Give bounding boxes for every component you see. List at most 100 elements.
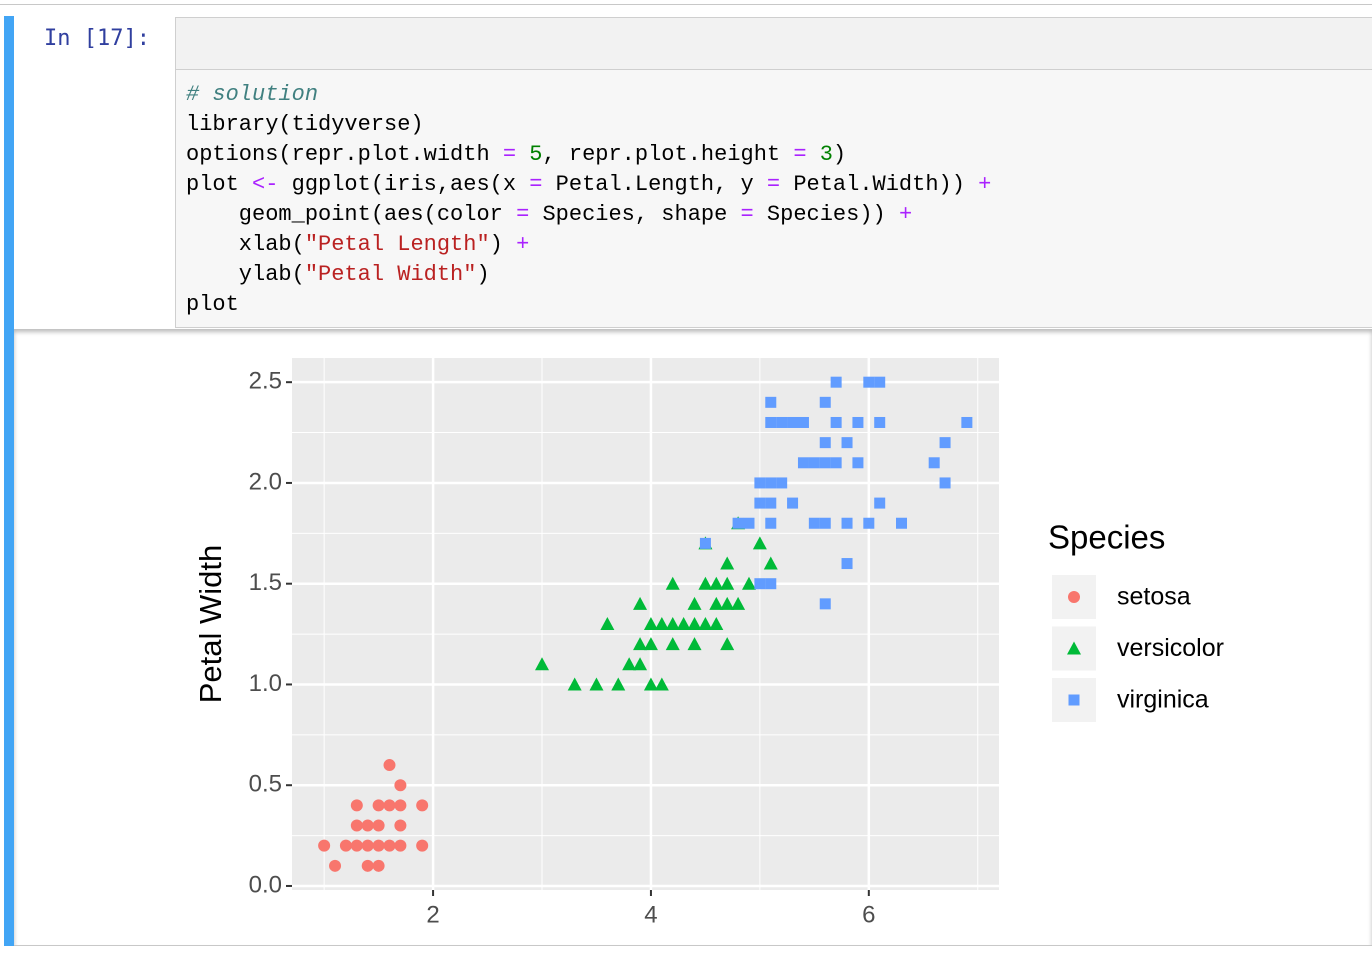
point (863, 517, 875, 529)
point (589, 677, 604, 691)
point (383, 839, 396, 852)
code-token: Species, shape (542, 202, 741, 227)
code-token: = (740, 202, 767, 227)
code-token: "Petal Length" (304, 232, 490, 257)
point (709, 596, 724, 610)
point (797, 457, 809, 469)
code-token: "Petal Width" (304, 262, 477, 287)
code-token: = (793, 142, 820, 167)
point (611, 677, 626, 691)
point (776, 416, 788, 428)
point (720, 596, 735, 610)
point (643, 617, 658, 630)
point (361, 839, 374, 852)
code-token: = (502, 142, 530, 167)
point (698, 617, 713, 630)
y-tick-label: 2.5 (249, 368, 282, 395)
cell-selection-bar (4, 16, 14, 946)
point (863, 376, 875, 388)
point (765, 416, 777, 428)
point (709, 576, 724, 590)
point (819, 437, 831, 449)
point (765, 477, 777, 489)
point (372, 799, 385, 812)
point (874, 376, 886, 388)
code-token: ylab( (186, 262, 305, 287)
point (765, 517, 777, 529)
point (567, 677, 582, 691)
code-token: + (978, 172, 992, 197)
code-line: ylab("Petal Width") (186, 260, 991, 290)
code-token: Species)) (766, 202, 899, 227)
y-axis-title: Petal Width (193, 545, 228, 704)
code-token: plot (186, 292, 239, 317)
point (808, 457, 820, 469)
point (687, 637, 702, 651)
point (852, 416, 864, 428)
code-token: library(tidyverse) (186, 112, 424, 137)
point (665, 637, 680, 651)
point (687, 596, 702, 610)
point (372, 839, 385, 852)
point (896, 517, 908, 529)
code-token: xlab( (186, 232, 305, 257)
point (654, 617, 669, 630)
point (622, 657, 637, 671)
code-token: + (516, 232, 530, 257)
code-token: options(repr.plot.width (186, 142, 503, 167)
plot-panel (292, 358, 999, 890)
code-line: xlab("Petal Length") + (186, 230, 991, 260)
legend-marker (1068, 591, 1080, 603)
code-token: plot (186, 172, 253, 197)
point (808, 517, 820, 529)
point (372, 859, 385, 872)
point (731, 596, 746, 610)
point (765, 578, 777, 590)
point (819, 396, 831, 408)
code-input[interactable]: # solution library(tidyverse) options(repr… (175, 17, 1372, 328)
point (350, 839, 363, 852)
code-token: Petal.Width)) (793, 172, 979, 197)
code-token: = (766, 172, 794, 197)
x-tick-label: 4 (644, 901, 657, 928)
point (797, 416, 809, 428)
code-token: ) (489, 232, 517, 257)
point (765, 497, 777, 509)
code-token: geom_point(aes(color (186, 202, 517, 227)
point (720, 637, 735, 651)
point (819, 598, 831, 610)
point (394, 839, 407, 852)
y-tick-label: 0.0 (249, 871, 282, 898)
point (732, 517, 744, 529)
x-tick-label: 6 (862, 901, 875, 928)
code-token: ggplot(iris,aes(x (291, 172, 530, 197)
code-token: <- (252, 172, 292, 197)
point (874, 416, 886, 428)
point (687, 617, 702, 630)
code-token: Petal.Length, y (555, 172, 767, 197)
point (372, 819, 385, 832)
point (633, 596, 648, 610)
point (830, 376, 842, 388)
point (350, 819, 363, 832)
point (841, 517, 853, 529)
point (720, 556, 735, 570)
point (939, 437, 951, 449)
code-token: + (898, 202, 913, 227)
point (763, 556, 778, 570)
point (698, 576, 713, 590)
code-token: , repr.plot.height (542, 142, 794, 167)
point (665, 576, 680, 590)
point (339, 839, 352, 852)
point (633, 657, 648, 671)
input-toolbar (176, 18, 1372, 70)
point (754, 578, 766, 590)
code-line: library(tidyverse) (186, 110, 991, 140)
point (776, 477, 788, 489)
code: # solution library(tidyverse) options(repr… (186, 80, 991, 320)
point (819, 517, 831, 529)
point (654, 677, 669, 691)
point (699, 537, 711, 549)
cell-border (14, 945, 1372, 946)
